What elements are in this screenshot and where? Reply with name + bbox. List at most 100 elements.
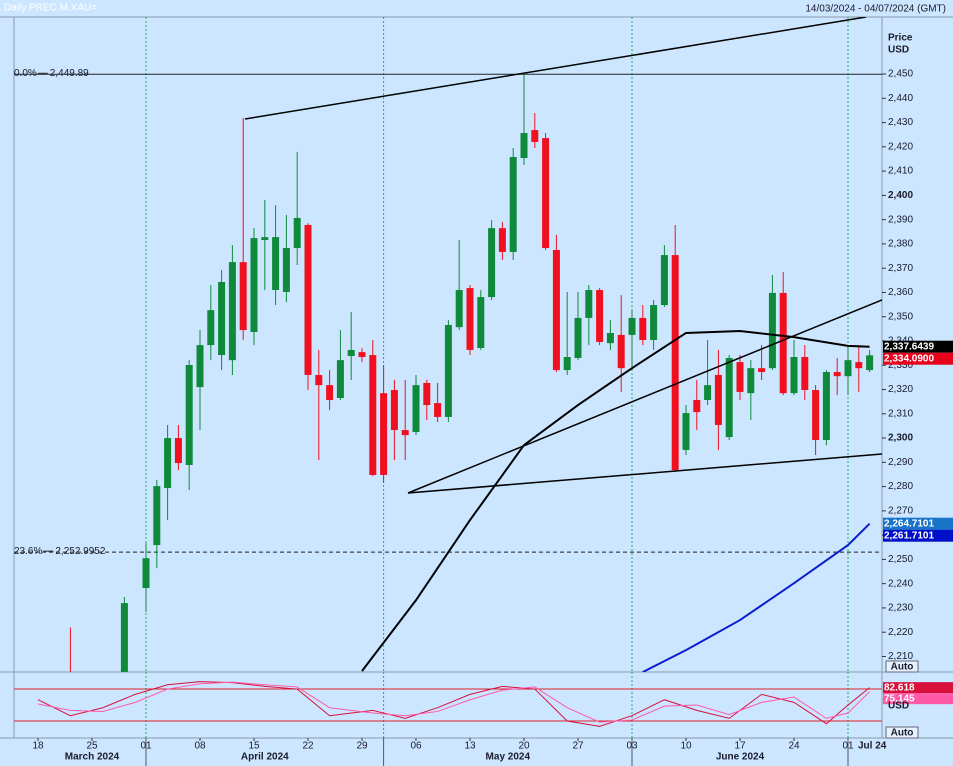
candle-body bbox=[164, 438, 172, 489]
candle-body bbox=[844, 360, 852, 377]
candle-body bbox=[660, 255, 668, 306]
candle-body bbox=[801, 356, 809, 391]
candle-body bbox=[693, 399, 701, 413]
candle-body bbox=[563, 356, 571, 371]
month-label: June 2024 bbox=[716, 752, 765, 763]
candle-body bbox=[736, 362, 744, 392]
candle-body bbox=[466, 288, 474, 350]
candle-body bbox=[822, 372, 830, 440]
price-marker bbox=[883, 517, 953, 530]
y-tick-label: 2,230 bbox=[888, 603, 913, 614]
candle-body bbox=[380, 393, 388, 475]
candle-body bbox=[401, 430, 409, 436]
osc-marker-label: 82.618 bbox=[884, 682, 915, 693]
candle-body bbox=[596, 290, 604, 342]
axis-title: Price bbox=[888, 33, 913, 44]
osc-unit: USD bbox=[888, 701, 909, 712]
candle-body bbox=[520, 133, 528, 158]
candle-body bbox=[185, 365, 193, 465]
candle-body bbox=[272, 237, 280, 291]
y-tick-label: 2,420 bbox=[888, 141, 913, 152]
x-tick-label: 24 bbox=[788, 741, 800, 752]
x-tick-label: 17 bbox=[734, 741, 746, 752]
candle-body bbox=[293, 217, 301, 249]
candle-body bbox=[326, 385, 334, 400]
candle-body bbox=[304, 224, 312, 375]
candle-body bbox=[336, 360, 344, 399]
candle-body bbox=[790, 356, 798, 394]
candle-body bbox=[153, 486, 161, 546]
auto-label[interactable]: Auto bbox=[891, 662, 914, 673]
x-tick-label: 13 bbox=[464, 741, 476, 752]
candle-body bbox=[704, 385, 712, 400]
month-label: April 2024 bbox=[241, 752, 289, 763]
candle-body bbox=[671, 255, 679, 471]
candle-body bbox=[142, 558, 150, 589]
candle-body bbox=[369, 355, 377, 475]
candle-body bbox=[390, 390, 398, 431]
y-tick-label: 2,350 bbox=[888, 311, 913, 322]
candle-body bbox=[423, 382, 431, 406]
fib-label: 0.0% bbox=[14, 68, 37, 79]
x-tick-label: 27 bbox=[572, 741, 584, 752]
y-tick-label: 2,250 bbox=[888, 554, 913, 565]
fib-value-label: 2,449.89 bbox=[50, 68, 89, 79]
axes: 2,2102,2202,2302,2402,2502,2602,2702,280… bbox=[14, 68, 953, 766]
candle-body bbox=[779, 292, 787, 394]
candle-body bbox=[542, 138, 550, 249]
candle-body bbox=[315, 374, 323, 386]
month-label: May 2024 bbox=[486, 752, 531, 763]
price-marker bbox=[883, 352, 953, 365]
y-tick-label: 2,310 bbox=[888, 408, 913, 419]
y-tick-label: 2,270 bbox=[888, 505, 913, 516]
y-tick-label: 2,210 bbox=[888, 651, 913, 662]
candle-body bbox=[639, 317, 647, 341]
candle-body bbox=[758, 368, 766, 373]
auto-button[interactable] bbox=[885, 660, 919, 673]
candle-body bbox=[412, 385, 420, 432]
y-tick-label: 2,290 bbox=[888, 457, 913, 468]
y-tick-label: 2,220 bbox=[888, 627, 913, 638]
candle-body bbox=[444, 324, 452, 417]
candle-body bbox=[347, 349, 355, 357]
y-tick-label: 2,370 bbox=[888, 263, 913, 274]
price-marker-label: 2,261.7101 bbox=[884, 530, 934, 541]
oscillator-panel bbox=[14, 672, 882, 738]
candle-body bbox=[239, 262, 247, 331]
osc-marker bbox=[883, 682, 953, 694]
candle-body bbox=[488, 228, 496, 298]
fib-label: 23.6% bbox=[14, 546, 42, 557]
y-tick-label: 2,300 bbox=[888, 433, 913, 444]
price-marker bbox=[883, 529, 953, 542]
candle-body bbox=[628, 317, 636, 335]
auto-button[interactable] bbox=[885, 726, 919, 739]
candle-body bbox=[552, 249, 560, 371]
x-tick-label: 06 bbox=[410, 741, 422, 752]
candle-body bbox=[250, 238, 258, 333]
candle-body bbox=[434, 403, 442, 417]
x-tick-label: 25 bbox=[86, 741, 98, 752]
x-tick-label: 10 bbox=[680, 741, 692, 752]
header-range: 14/03/2024 - 04/07/2024 (GMT) bbox=[805, 4, 946, 15]
price-marker-label: 2,334.0900 bbox=[884, 353, 934, 364]
auto-label[interactable]: Auto bbox=[891, 728, 914, 739]
osc-line bbox=[37, 681, 870, 723]
y-tick-label: 2,400 bbox=[888, 190, 913, 201]
candle-body bbox=[574, 317, 582, 358]
candle-body bbox=[531, 130, 539, 142]
x-tick-label: 15 bbox=[248, 741, 260, 752]
y-tick-label: 2,330 bbox=[888, 360, 913, 371]
x-tick-label: 29 bbox=[356, 741, 368, 752]
y-tick-label: 2,410 bbox=[888, 166, 913, 177]
candle-body bbox=[833, 372, 841, 377]
candle-body bbox=[682, 413, 690, 450]
candle-body bbox=[196, 345, 204, 388]
candle-body bbox=[617, 334, 625, 369]
header-title: Daily PREC.M.XAU= bbox=[4, 3, 97, 14]
price-panel bbox=[14, 17, 882, 672]
candle-body bbox=[866, 355, 874, 371]
osc-marker-label: 75.145 bbox=[884, 693, 915, 704]
candle-body bbox=[585, 290, 593, 318]
y-tick-label: 2,430 bbox=[888, 117, 913, 128]
x-tick-label: 22 bbox=[302, 741, 314, 752]
